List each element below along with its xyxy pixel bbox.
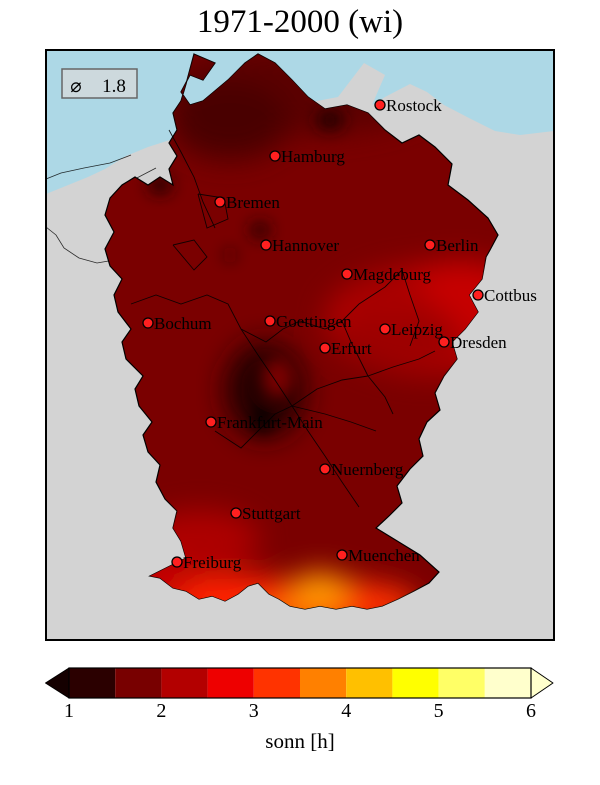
svg-text:Freiburg: Freiburg [183, 553, 242, 572]
svg-text:Leipzig: Leipzig [391, 320, 443, 339]
svg-text:4: 4 [341, 700, 351, 722]
svg-text:1: 1 [64, 700, 74, 722]
svg-text:6: 6 [526, 700, 536, 722]
svg-text:Rostock: Rostock [386, 96, 442, 115]
svg-text:Nuernberg: Nuernberg [331, 460, 404, 479]
svg-text:⌀: ⌀ [70, 76, 81, 97]
svg-text:Berlin: Berlin [436, 236, 479, 255]
svg-text:Bochum: Bochum [154, 314, 212, 333]
svg-text:Goettingen: Goettingen [276, 312, 352, 331]
svg-text:Cottbus: Cottbus [484, 286, 537, 305]
svg-text:Dresden: Dresden [450, 333, 507, 352]
svg-text:Muenchen: Muenchen [348, 546, 420, 565]
svg-text:Erfurt: Erfurt [331, 339, 372, 358]
svg-text:1.8: 1.8 [102, 76, 126, 97]
svg-text:2: 2 [156, 700, 166, 722]
svg-text:Bremen: Bremen [226, 193, 280, 212]
svg-text:3: 3 [249, 700, 259, 722]
svg-text:sonn [h]: sonn [h] [265, 729, 334, 753]
svg-text:Hamburg: Hamburg [281, 147, 345, 166]
svg-text:Frankfurt-Main: Frankfurt-Main [217, 413, 323, 432]
svg-text:Hannover: Hannover [272, 236, 339, 255]
svg-text:5: 5 [434, 700, 444, 722]
svg-text:Magdeburg: Magdeburg [353, 265, 432, 284]
svg-text:Stuttgart: Stuttgart [242, 504, 301, 523]
